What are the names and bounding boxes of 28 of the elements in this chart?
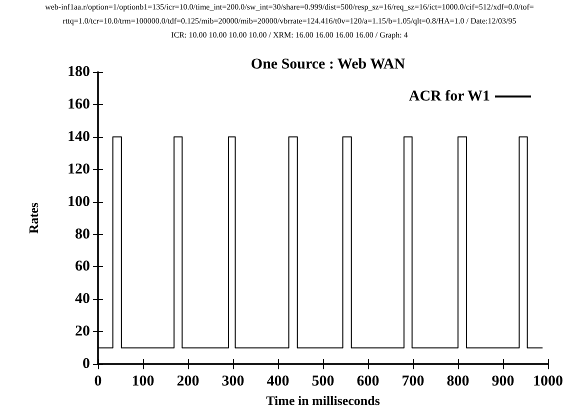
x-axis-title: Time in milliseconds <box>266 393 380 408</box>
x-tick-label: 1000 <box>533 374 563 390</box>
y-tick-label: 40 <box>75 291 90 308</box>
x-tick-label: 300 <box>222 374 244 390</box>
y-tick-label: 100 <box>68 194 90 210</box>
legend-label: ACR for W1 <box>408 88 490 104</box>
text: web-inf1aa.r/option=1/optionb1=135/icr=10.0/time_int=200.0/sw_int=30/share=0.999/dist=500/resp_sz=16/req_sz=16/ict=1000.0/cif=512/xdf=0.0/tof= <box>45 2 534 12</box>
y-tick-label: 80 <box>75 226 90 242</box>
x-tick-label: 400 <box>266 374 290 390</box>
x-tick-label: 500 <box>312 374 334 390</box>
x-tick-label: 600 <box>356 374 380 390</box>
x-tick-label: 100 <box>132 374 154 390</box>
y-tick-label: 180 <box>68 64 90 80</box>
chart-title: One Source : Web WAN <box>250 56 406 72</box>
y-tick-label: 160 <box>68 96 90 112</box>
y-tick-label: 60 <box>75 258 90 275</box>
y-tick-label: 0 <box>82 356 90 372</box>
y-axis-title: Rates <box>26 202 41 234</box>
x-tick-label: 700 <box>402 374 424 390</box>
y-tick-label: 140 <box>68 128 90 145</box>
y-tick-label: 20 <box>75 324 90 340</box>
text: ICR: 10.00 10.00 10.00 10.00 / XRM: 16.00 16.00 16.00 16.00 / Graph: 4 <box>171 30 408 40</box>
y-tick-label: 120 <box>68 161 90 178</box>
x-tick-label: 900 <box>492 374 514 390</box>
x-tick-label: 800 <box>446 374 470 390</box>
text: rttq=1.0/tcr=10.0/trm=100000.0/tdf=0.125/mib=20000/mib=20000/vbrrate=124.416/t0v=120/a=1.15/b=1.05/qlt=0.8/HA=1.0 / Date:12/03/95 <box>62 16 516 26</box>
x-tick-label: 200 <box>176 374 200 390</box>
x-tick-label: 0 <box>94 374 102 390</box>
